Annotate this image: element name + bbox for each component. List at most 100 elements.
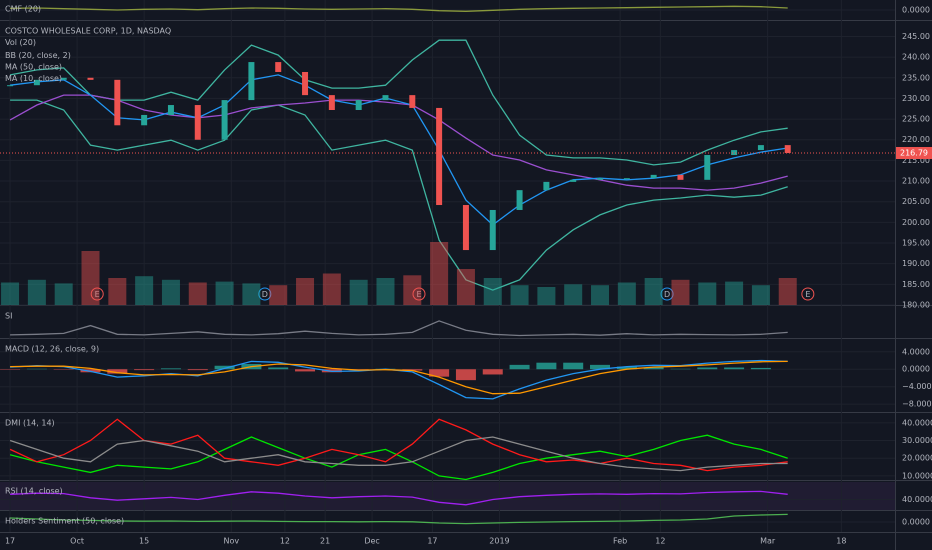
last-price-box (896, 147, 932, 160)
x-tick-label: Feb (613, 537, 627, 546)
candle (87, 77, 94, 80)
volume-bar (349, 279, 368, 305)
candle (328, 95, 335, 110)
panel-title: CMF (20) (5, 5, 41, 14)
y-tick-label: 240.00 (902, 53, 930, 62)
y-tick-label: 205.00 (902, 197, 930, 206)
x-tick-label: 12 (280, 537, 290, 546)
volume-bar (617, 282, 636, 305)
candle (784, 145, 791, 154)
histogram-bar (295, 369, 316, 372)
x-tick-label: 15 (139, 537, 149, 546)
x-tick-label: Nov (223, 537, 239, 546)
y-tick-label: 200.00 (902, 218, 930, 227)
histogram-bar (509, 364, 530, 370)
histogram-bar (160, 368, 181, 370)
y-tick-label: 30.0000 (902, 436, 932, 445)
series-line (9, 434, 788, 481)
histogram-bar (429, 369, 450, 377)
panel-title: SI (5, 312, 12, 321)
x-tick-label: 17 (5, 537, 15, 546)
series-line (10, 5, 788, 12)
candle (436, 107, 443, 206)
y-tick-label: 4.0000 (902, 347, 930, 356)
y-tick-label: 210.00 (902, 177, 930, 186)
event-marker (90, 287, 104, 301)
volume-bar (108, 278, 127, 305)
event-marker (412, 287, 426, 301)
y-tick-label: 215.00 (902, 156, 930, 165)
y-tick-label: 235.00 (902, 73, 930, 82)
x-tick-label: 18 (836, 537, 846, 546)
histogram-bar (616, 366, 637, 370)
volume-bar (456, 269, 475, 305)
chart-title: COSTCO WHOLESALE CORP, 1D, NASDAQ (5, 27, 171, 36)
candle (275, 62, 282, 72)
chart-title: Vol (20) (5, 38, 36, 47)
candle (704, 155, 711, 180)
volume-bar (430, 242, 449, 305)
series-line (9, 39, 788, 166)
volume-bar (215, 281, 234, 305)
volume-bar (403, 275, 422, 305)
x-tick-label: Dec (364, 537, 379, 546)
series-line (10, 360, 788, 395)
histogram-bar (134, 369, 155, 371)
volume-bar (1, 282, 20, 305)
y-tick-label: 185.00 (902, 280, 930, 289)
volume-bar (188, 282, 207, 305)
y-tick-label: 195.00 (902, 239, 930, 248)
volume-bar (54, 283, 73, 305)
volume-bar (27, 279, 46, 305)
candle (731, 150, 738, 156)
histogram-bar (536, 362, 557, 370)
candle (757, 145, 764, 151)
event-marker (660, 287, 674, 301)
candle (7, 85, 14, 87)
candle (597, 178, 604, 180)
volume-bar (591, 285, 610, 305)
volume-bar (161, 279, 180, 305)
y-tick-label: 20.0000 (902, 454, 932, 463)
candle (489, 209, 496, 251)
event-label: D (664, 290, 670, 299)
candle (516, 190, 523, 210)
series-line (10, 320, 788, 337)
y-tick-label: 0.0000 (902, 365, 930, 374)
y-tick-label: 230.00 (902, 94, 930, 103)
x-tick-label: 21 (320, 537, 330, 546)
histogram-bar (214, 365, 235, 370)
volume-bar (269, 285, 288, 305)
volume-bar (322, 273, 341, 305)
candle (194, 105, 201, 140)
histogram-bar (563, 362, 584, 370)
volume-bar (510, 285, 529, 305)
x-tick-label: 2019 (489, 537, 509, 546)
candle (462, 205, 469, 251)
series-line (10, 513, 788, 525)
series-line (10, 99, 788, 291)
y-tick-label: 225.00 (902, 115, 930, 124)
candle (355, 100, 362, 110)
x-tick-label: 17 (427, 537, 437, 546)
volume-bar (671, 279, 690, 305)
volume-bar (698, 282, 717, 305)
legend-entry: MA (50, close) (5, 63, 62, 72)
y-tick-label: 40.0000 (902, 418, 932, 427)
candle (650, 174, 657, 179)
rsi-band (0, 482, 895, 510)
histogram-bar (724, 367, 745, 370)
y-tick-label: 190.00 (902, 259, 930, 268)
candle (60, 77, 67, 80)
panel-title: Holders Sentiment (50, close) (5, 517, 124, 526)
panel-title: DMI (14, 14) (5, 419, 55, 428)
y-tick-label: 40.0000 (902, 495, 932, 504)
series-line (10, 490, 788, 506)
y-tick-label: −8.0000 (902, 400, 932, 409)
event-marker (258, 287, 272, 301)
histogram-bar (750, 367, 771, 370)
volume-bar (537, 287, 556, 305)
candle (248, 62, 255, 101)
